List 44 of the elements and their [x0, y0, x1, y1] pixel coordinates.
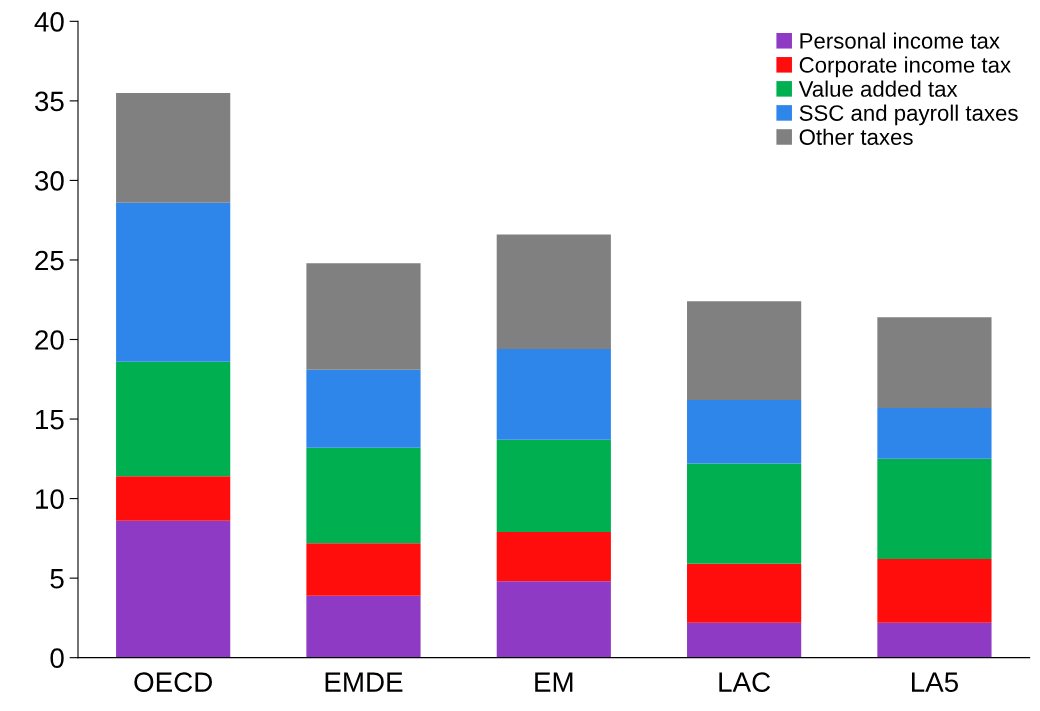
- bar: [877, 458, 992, 560]
- legend-label: SSC and payroll taxes: [799, 104, 1018, 126]
- y-tick-label: 10: [36, 489, 64, 509]
- bar: [116, 476, 231, 521]
- legend-label: Corporate income tax: [799, 56, 1011, 78]
- legend-label: Value added tax: [798, 80, 958, 97]
- x-tick-label: LA5: [912, 672, 958, 692]
- y-tick-label: 25: [35, 250, 64, 271]
- bar: [877, 317, 992, 408]
- y-tick-label: 20: [35, 330, 64, 350]
- bar: [306, 543, 421, 596]
- bar: [116, 92, 231, 203]
- x-tick-label: EM: [535, 672, 573, 692]
- bar: [687, 301, 802, 400]
- bar: [496, 439, 611, 532]
- bar: [496, 234, 611, 350]
- y-tick-label: 5: [50, 569, 64, 589]
- bar: [877, 622, 992, 658]
- bar: [687, 399, 802, 464]
- bar: [306, 369, 421, 448]
- bar: [687, 463, 802, 564]
- bar: [496, 581, 611, 658]
- legend-label: Personal income tax: [800, 32, 1000, 49]
- bar: [877, 559, 992, 623]
- x-tick-label: EMDE: [325, 672, 403, 692]
- y-tick-label: 30: [34, 171, 64, 191]
- y-tick-label: 0: [50, 648, 64, 669]
- y-tick-label: 35: [34, 91, 64, 112]
- bar: [116, 520, 231, 658]
- legend-label: Other taxes: [799, 128, 913, 145]
- bar: [877, 407, 992, 459]
- bar: [116, 202, 231, 362]
- bar: [306, 595, 421, 658]
- y-tick-label: 15: [36, 410, 64, 430]
- bar: [306, 263, 421, 370]
- y-tick-label: 40: [34, 12, 64, 32]
- bar: [496, 349, 611, 440]
- x-tick-label: LAC: [719, 672, 771, 692]
- bar: [687, 563, 802, 623]
- bar: [306, 447, 421, 544]
- x-tick-label: OECD: [134, 672, 212, 692]
- bar: [116, 361, 231, 477]
- bar: [496, 532, 611, 582]
- bar: [687, 622, 802, 658]
